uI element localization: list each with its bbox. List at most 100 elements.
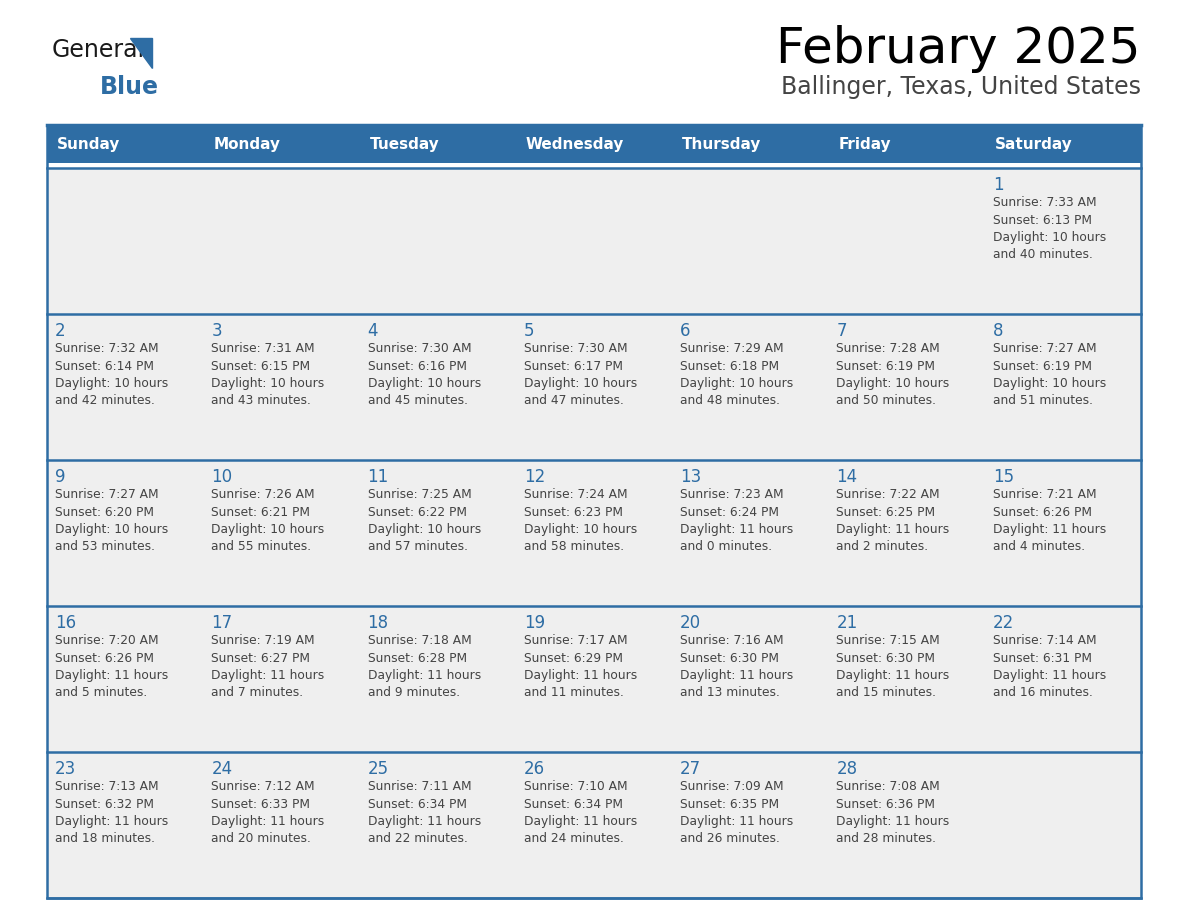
Bar bbox=[516, 752, 672, 898]
Text: 5: 5 bbox=[524, 322, 535, 340]
Bar bbox=[828, 752, 985, 898]
Text: Sunday: Sunday bbox=[57, 137, 120, 151]
Text: 6: 6 bbox=[681, 322, 690, 340]
Bar bbox=[360, 168, 516, 314]
Text: 16: 16 bbox=[55, 614, 76, 632]
Text: Sunrise: 7:28 AM
Sunset: 6:19 PM
Daylight: 10 hours
and 50 minutes.: Sunrise: 7:28 AM Sunset: 6:19 PM Dayligh… bbox=[836, 342, 949, 408]
Bar bbox=[203, 460, 360, 606]
Bar bbox=[48, 752, 203, 898]
Text: 21: 21 bbox=[836, 614, 858, 632]
Text: Sunrise: 7:30 AM
Sunset: 6:16 PM
Daylight: 10 hours
and 45 minutes.: Sunrise: 7:30 AM Sunset: 6:16 PM Dayligh… bbox=[367, 342, 481, 408]
Text: Sunrise: 7:23 AM
Sunset: 6:24 PM
Daylight: 11 hours
and 0 minutes.: Sunrise: 7:23 AM Sunset: 6:24 PM Dayligh… bbox=[681, 488, 794, 554]
Text: Sunrise: 7:18 AM
Sunset: 6:28 PM
Daylight: 11 hours
and 9 minutes.: Sunrise: 7:18 AM Sunset: 6:28 PM Dayligh… bbox=[367, 634, 481, 700]
Text: Sunrise: 7:24 AM
Sunset: 6:23 PM
Daylight: 10 hours
and 58 minutes.: Sunrise: 7:24 AM Sunset: 6:23 PM Dayligh… bbox=[524, 488, 637, 554]
Text: Sunrise: 7:27 AM
Sunset: 6:19 PM
Daylight: 10 hours
and 51 minutes.: Sunrise: 7:27 AM Sunset: 6:19 PM Dayligh… bbox=[993, 342, 1106, 408]
Text: Sunrise: 7:27 AM
Sunset: 6:20 PM
Daylight: 10 hours
and 53 minutes.: Sunrise: 7:27 AM Sunset: 6:20 PM Dayligh… bbox=[55, 488, 169, 554]
Text: 22: 22 bbox=[993, 614, 1015, 632]
Bar bbox=[672, 314, 828, 460]
Text: February 2025: February 2025 bbox=[777, 25, 1140, 73]
Bar bbox=[828, 606, 985, 752]
Bar bbox=[516, 168, 672, 314]
Text: Sunrise: 7:29 AM
Sunset: 6:18 PM
Daylight: 10 hours
and 48 minutes.: Sunrise: 7:29 AM Sunset: 6:18 PM Dayligh… bbox=[681, 342, 794, 408]
Text: Ballinger, Texas, United States: Ballinger, Texas, United States bbox=[781, 75, 1140, 99]
Text: 18: 18 bbox=[367, 614, 388, 632]
Bar bbox=[985, 314, 1140, 460]
Text: Monday: Monday bbox=[214, 137, 280, 151]
Text: 1: 1 bbox=[993, 176, 1004, 194]
Bar bbox=[672, 168, 828, 314]
Bar bbox=[203, 606, 360, 752]
Text: Blue: Blue bbox=[100, 75, 159, 99]
Text: Sunrise: 7:20 AM
Sunset: 6:26 PM
Daylight: 11 hours
and 5 minutes.: Sunrise: 7:20 AM Sunset: 6:26 PM Dayligh… bbox=[55, 634, 169, 700]
Text: 4: 4 bbox=[367, 322, 378, 340]
Text: Friday: Friday bbox=[839, 137, 891, 151]
Text: 9: 9 bbox=[55, 468, 65, 486]
Text: 27: 27 bbox=[681, 760, 701, 778]
Text: 3: 3 bbox=[211, 322, 222, 340]
Bar bbox=[516, 460, 672, 606]
Text: 2: 2 bbox=[55, 322, 65, 340]
Text: 10: 10 bbox=[211, 468, 233, 486]
Bar bbox=[985, 606, 1140, 752]
Text: 14: 14 bbox=[836, 468, 858, 486]
Text: 13: 13 bbox=[681, 468, 701, 486]
Text: Sunrise: 7:33 AM
Sunset: 6:13 PM
Daylight: 10 hours
and 40 minutes.: Sunrise: 7:33 AM Sunset: 6:13 PM Dayligh… bbox=[993, 196, 1106, 262]
Text: Sunrise: 7:17 AM
Sunset: 6:29 PM
Daylight: 11 hours
and 11 minutes.: Sunrise: 7:17 AM Sunset: 6:29 PM Dayligh… bbox=[524, 634, 637, 700]
Bar bbox=[985, 168, 1140, 314]
Text: Sunrise: 7:09 AM
Sunset: 6:35 PM
Daylight: 11 hours
and 26 minutes.: Sunrise: 7:09 AM Sunset: 6:35 PM Dayligh… bbox=[681, 780, 794, 845]
Text: 8: 8 bbox=[993, 322, 1003, 340]
Bar bbox=[48, 125, 1140, 163]
Text: Sunrise: 7:15 AM
Sunset: 6:30 PM
Daylight: 11 hours
and 15 minutes.: Sunrise: 7:15 AM Sunset: 6:30 PM Dayligh… bbox=[836, 634, 949, 700]
Text: Sunrise: 7:10 AM
Sunset: 6:34 PM
Daylight: 11 hours
and 24 minutes.: Sunrise: 7:10 AM Sunset: 6:34 PM Dayligh… bbox=[524, 780, 637, 845]
Text: 19: 19 bbox=[524, 614, 545, 632]
Text: 23: 23 bbox=[55, 760, 76, 778]
Text: 17: 17 bbox=[211, 614, 233, 632]
Bar bbox=[360, 314, 516, 460]
Text: Sunrise: 7:12 AM
Sunset: 6:33 PM
Daylight: 11 hours
and 20 minutes.: Sunrise: 7:12 AM Sunset: 6:33 PM Dayligh… bbox=[211, 780, 324, 845]
Bar bbox=[672, 606, 828, 752]
Bar bbox=[48, 168, 203, 314]
Text: 25: 25 bbox=[367, 760, 388, 778]
Text: Saturday: Saturday bbox=[994, 137, 1073, 151]
Bar bbox=[516, 606, 672, 752]
Text: Sunrise: 7:16 AM
Sunset: 6:30 PM
Daylight: 11 hours
and 13 minutes.: Sunrise: 7:16 AM Sunset: 6:30 PM Dayligh… bbox=[681, 634, 794, 700]
Text: 24: 24 bbox=[211, 760, 233, 778]
Bar bbox=[360, 752, 516, 898]
Text: Sunrise: 7:11 AM
Sunset: 6:34 PM
Daylight: 11 hours
and 22 minutes.: Sunrise: 7:11 AM Sunset: 6:34 PM Dayligh… bbox=[367, 780, 481, 845]
Text: 26: 26 bbox=[524, 760, 545, 778]
Text: Wednesday: Wednesday bbox=[526, 137, 624, 151]
Bar bbox=[672, 752, 828, 898]
Text: Thursday: Thursday bbox=[682, 137, 762, 151]
Bar bbox=[516, 314, 672, 460]
Text: 15: 15 bbox=[993, 468, 1013, 486]
Bar bbox=[360, 606, 516, 752]
Polygon shape bbox=[129, 38, 152, 68]
Text: Sunrise: 7:30 AM
Sunset: 6:17 PM
Daylight: 10 hours
and 47 minutes.: Sunrise: 7:30 AM Sunset: 6:17 PM Dayligh… bbox=[524, 342, 637, 408]
Bar bbox=[48, 314, 203, 460]
Bar bbox=[48, 125, 1140, 898]
Text: Sunrise: 7:19 AM
Sunset: 6:27 PM
Daylight: 11 hours
and 7 minutes.: Sunrise: 7:19 AM Sunset: 6:27 PM Dayligh… bbox=[211, 634, 324, 700]
Text: 28: 28 bbox=[836, 760, 858, 778]
Text: 12: 12 bbox=[524, 468, 545, 486]
Text: Sunrise: 7:22 AM
Sunset: 6:25 PM
Daylight: 11 hours
and 2 minutes.: Sunrise: 7:22 AM Sunset: 6:25 PM Dayligh… bbox=[836, 488, 949, 554]
Text: Sunrise: 7:31 AM
Sunset: 6:15 PM
Daylight: 10 hours
and 43 minutes.: Sunrise: 7:31 AM Sunset: 6:15 PM Dayligh… bbox=[211, 342, 324, 408]
Bar bbox=[828, 314, 985, 460]
Bar bbox=[203, 752, 360, 898]
Text: 7: 7 bbox=[836, 322, 847, 340]
Bar bbox=[48, 460, 203, 606]
Text: Sunrise: 7:08 AM
Sunset: 6:36 PM
Daylight: 11 hours
and 28 minutes.: Sunrise: 7:08 AM Sunset: 6:36 PM Dayligh… bbox=[836, 780, 949, 845]
Bar bbox=[203, 168, 360, 314]
Text: Sunrise: 7:14 AM
Sunset: 6:31 PM
Daylight: 11 hours
and 16 minutes.: Sunrise: 7:14 AM Sunset: 6:31 PM Dayligh… bbox=[993, 634, 1106, 700]
Bar bbox=[360, 460, 516, 606]
Text: 11: 11 bbox=[367, 468, 388, 486]
Bar bbox=[985, 752, 1140, 898]
Bar bbox=[985, 460, 1140, 606]
Text: Tuesday: Tuesday bbox=[369, 137, 440, 151]
Bar bbox=[828, 168, 985, 314]
Text: General: General bbox=[52, 38, 145, 62]
Bar bbox=[828, 460, 985, 606]
Text: Sunrise: 7:26 AM
Sunset: 6:21 PM
Daylight: 10 hours
and 55 minutes.: Sunrise: 7:26 AM Sunset: 6:21 PM Dayligh… bbox=[211, 488, 324, 554]
Text: Sunrise: 7:32 AM
Sunset: 6:14 PM
Daylight: 10 hours
and 42 minutes.: Sunrise: 7:32 AM Sunset: 6:14 PM Dayligh… bbox=[55, 342, 169, 408]
Bar bbox=[48, 606, 203, 752]
Text: Sunrise: 7:13 AM
Sunset: 6:32 PM
Daylight: 11 hours
and 18 minutes.: Sunrise: 7:13 AM Sunset: 6:32 PM Dayligh… bbox=[55, 780, 169, 845]
